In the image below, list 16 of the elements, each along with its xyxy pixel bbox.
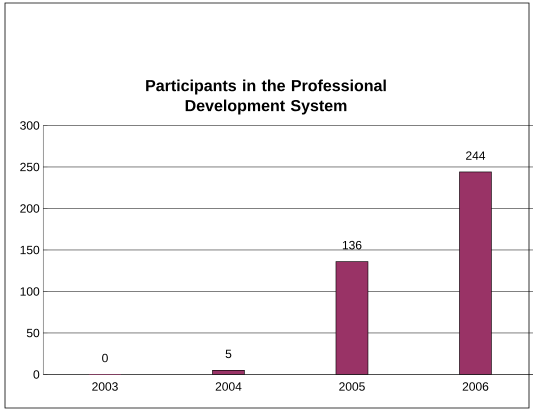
x-tick-label: 2005 — [339, 382, 365, 391]
y-tick-label: 200 — [20, 204, 40, 213]
y-tick-label: 300 — [20, 121, 40, 130]
data-label: 244 — [466, 151, 486, 160]
y-tick-label: 150 — [20, 246, 40, 254]
chart-title: Participants in the Professional Development System — [146, 80, 386, 114]
x-tick-label: 2006 — [462, 382, 488, 391]
x-tick-label: 2003 — [92, 382, 118, 391]
y-tick-label: 50 — [26, 328, 40, 338]
y-tick-label: 0 — [33, 370, 40, 379]
data-label: 5 — [226, 350, 232, 358]
data-label: 136 — [342, 240, 362, 250]
y-tick-label: 100 — [20, 287, 40, 296]
data-label: 0 — [102, 354, 108, 362]
y-tick-label: 250 — [20, 162, 40, 172]
x-tick-label: 2004 — [216, 382, 242, 391]
